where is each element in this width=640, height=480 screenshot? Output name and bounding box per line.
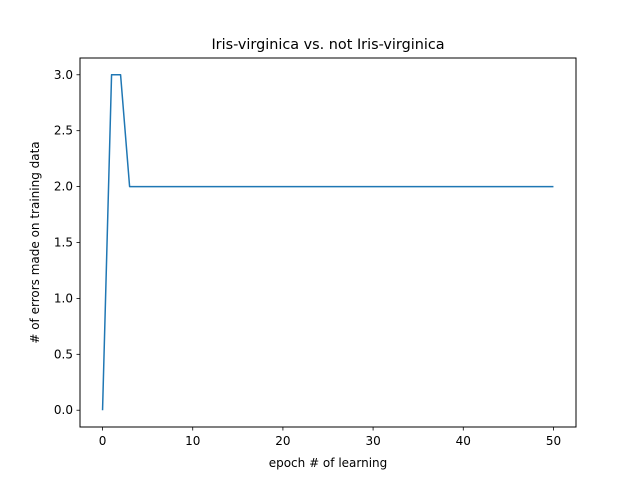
series-line — [101, 74, 554, 411]
chart-title: Iris-virginica vs. not Iris-virginica — [211, 37, 444, 53]
x-tick-label: 20 — [275, 434, 290, 448]
y-axis-label: # of errors made on training data — [28, 141, 42, 343]
x-tick-label: 40 — [456, 434, 471, 448]
x-tick-label: 0 — [99, 434, 107, 448]
x-axis-label: epoch # of learning — [269, 456, 388, 470]
y-tick-label: 0.0 — [54, 403, 73, 417]
y-axis-ticks: 0.0 0.5 1.0 1.5 2.0 2.5 3.0 — [54, 68, 80, 417]
y-tick-label: 2.0 — [54, 180, 73, 194]
plot-area-frame — [79, 57, 577, 428]
y-tick-label: 0.5 — [54, 347, 73, 361]
y-tick-label: 1.0 — [54, 291, 73, 305]
y-tick-label: 1.5 — [54, 236, 73, 250]
y-tick-label: 3.0 — [54, 68, 73, 82]
x-axis-ticks: 0 10 20 30 40 50 — [99, 427, 561, 448]
x-tick-label: 30 — [365, 434, 380, 448]
y-tick-label: 2.5 — [54, 124, 73, 138]
plot-lines — [101, 74, 554, 411]
x-tick-label: 50 — [546, 434, 561, 448]
x-tick-label: 10 — [185, 434, 200, 448]
